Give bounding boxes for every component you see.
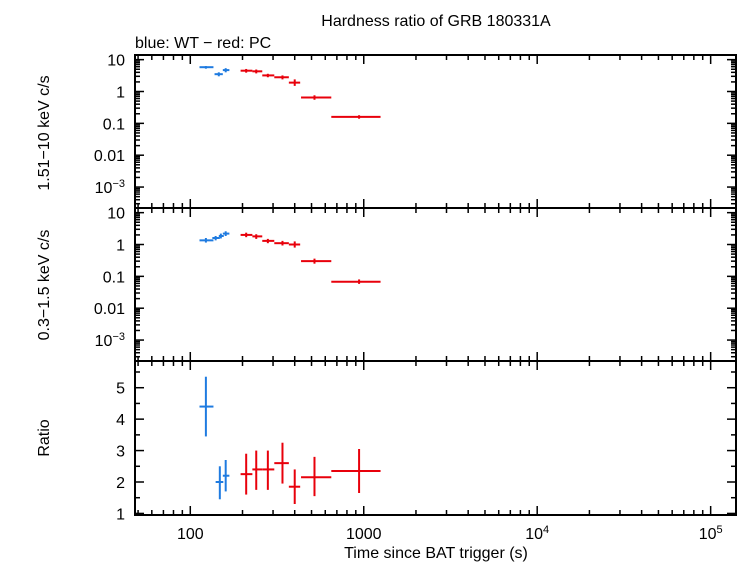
y-tick-label-soft: 0.1: [103, 269, 125, 286]
y-tick-label-hard: 0.1: [103, 116, 125, 133]
y-tick-label-soft: 10−3: [95, 331, 125, 350]
y-tick-label-hard: 10: [107, 53, 125, 70]
chart-title: Hardness ratio of GRB 180331A: [321, 13, 551, 30]
x-tick-label: 100: [177, 526, 204, 543]
x-tick-label: 105: [699, 524, 723, 543]
y-tick-label-soft: 0.01: [94, 301, 125, 318]
y-tick-label-ratio: 2: [116, 475, 125, 492]
y-axis-label-hard: 1.51−10 keV c/s: [36, 75, 53, 190]
panels-layer: 10 1 0.1 0.01 10−3 10 1 0.1 0.01 10−3 1 2 3 4 5 100 1000…: [94, 53, 737, 543]
chart-subtitle: blue: WT − red: PC: [135, 35, 271, 52]
x-axis-label: Time since BAT trigger (s): [344, 545, 528, 562]
y-tick-label-hard: 1: [116, 85, 125, 102]
x-tick-label: 104: [525, 524, 549, 543]
y-tick-label-ratio: 4: [116, 412, 125, 429]
panel-frame-hard: [134, 54, 737, 209]
y-tick-label-hard: 10−3: [95, 178, 125, 197]
y-tick-label-ratio: 3: [116, 444, 125, 461]
panel-frame-soft: [134, 207, 737, 362]
y-tick-label-soft: 10: [107, 206, 125, 223]
y-tick-label-soft: 1: [116, 238, 125, 255]
y-tick-label-ratio: 5: [116, 381, 125, 398]
y-axis-label-soft: 0.3−1.5 keV c/s: [36, 230, 53, 341]
y-tick-label-ratio: 1: [116, 506, 125, 523]
panel-frame-ratio: [134, 360, 737, 516]
y-tick-label-hard: 0.01: [94, 148, 125, 165]
y-axis-label-ratio: Ratio: [36, 419, 53, 456]
x-tick-label: 1000: [346, 526, 382, 543]
